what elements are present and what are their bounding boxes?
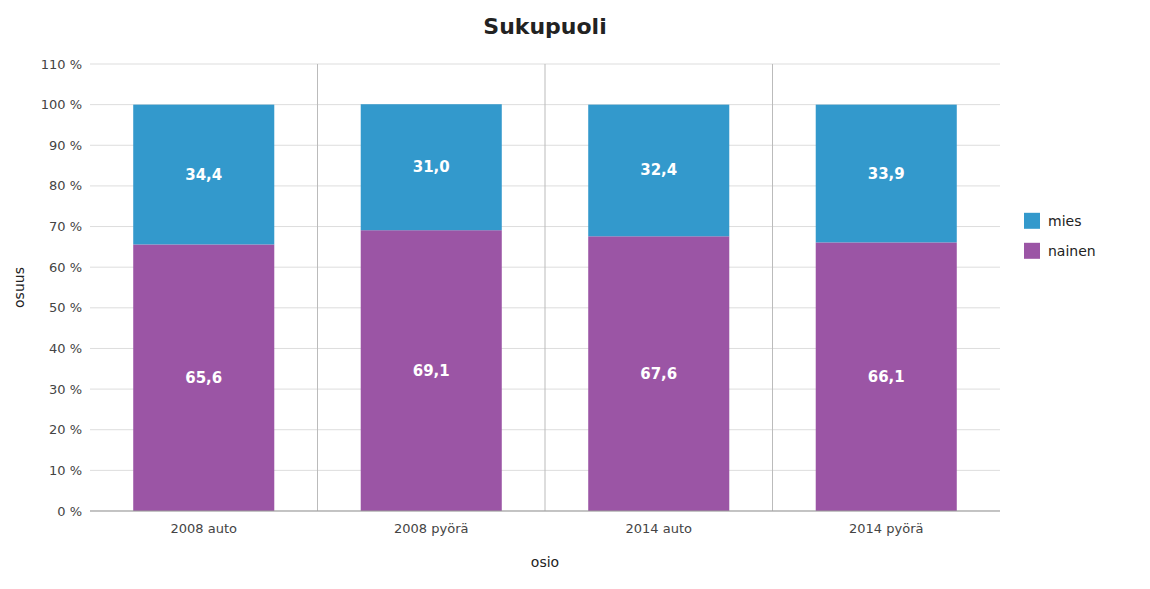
legend-label: nainen — [1048, 243, 1096, 259]
data-label: 31,0 — [413, 158, 450, 176]
background — [0, 0, 1150, 589]
separator — [317, 64, 318, 511]
y-tick-label: 110 % — [41, 57, 82, 72]
legend: mies nainen — [1024, 213, 1096, 259]
bar — [361, 230, 502, 511]
separator — [772, 64, 773, 511]
data-label: 65,6 — [185, 369, 222, 387]
data-label: 32,4 — [640, 161, 677, 179]
y-tick-label: 20 % — [49, 422, 82, 437]
x-tick-label: 2008 auto — [171, 521, 238, 536]
grid-line — [90, 511, 1000, 512]
x-axis-label: osio — [531, 554, 559, 570]
x-axis-line — [90, 511, 1000, 512]
y-tick-label: 50 % — [49, 300, 82, 315]
y-tick-label: 0 % — [57, 504, 82, 519]
separator — [545, 64, 546, 511]
legend-label: mies — [1048, 213, 1081, 229]
bar — [816, 242, 957, 511]
chart: Sukupuoli 0 % 10 % 20 % 30 % 40 % 50 % 60 % 70 %… — [0, 0, 1150, 589]
bar — [133, 244, 274, 511]
bar — [133, 105, 274, 245]
x-tick-label: 2014 pyörä — [849, 521, 923, 536]
y-tick-label: 100 % — [41, 97, 82, 112]
data-labels: 65,6 69,1 67,6 66,1 34,4 31,0 32,4 33,9 — [185, 158, 905, 386]
y-axis: 0 % 10 % 20 % 30 % 40 % 50 % 60 % 70 % 80 % 90 % 1… — [41, 57, 1000, 519]
data-label: 69,1 — [413, 362, 450, 380]
data-label: 34,4 — [185, 166, 222, 184]
data-label: 33,9 — [868, 165, 905, 183]
bars — [133, 104, 957, 511]
x-tick-label: 2014 auto — [626, 521, 693, 536]
y-tick-label: 60 % — [49, 260, 82, 275]
y-tick-label: 90 % — [49, 138, 82, 153]
y-axis-label: osuus — [11, 267, 27, 308]
y-tick-label: 40 % — [49, 341, 82, 356]
y-tick-label: 80 % — [49, 178, 82, 193]
legend-swatch — [1024, 243, 1040, 259]
bar — [588, 105, 729, 237]
data-label: 66,1 — [868, 368, 905, 386]
legend-swatch — [1024, 213, 1040, 229]
bar — [816, 105, 957, 243]
y-tick-label: 10 % — [49, 463, 82, 478]
y-tick-label: 30 % — [49, 382, 82, 397]
title: Sukupuoli — [483, 14, 606, 39]
x-tick-label: 2008 pyörä — [394, 521, 468, 536]
y-tick-label: 70 % — [49, 219, 82, 234]
bar — [361, 104, 502, 230]
bar — [588, 236, 729, 511]
data-label: 67,6 — [640, 365, 677, 383]
